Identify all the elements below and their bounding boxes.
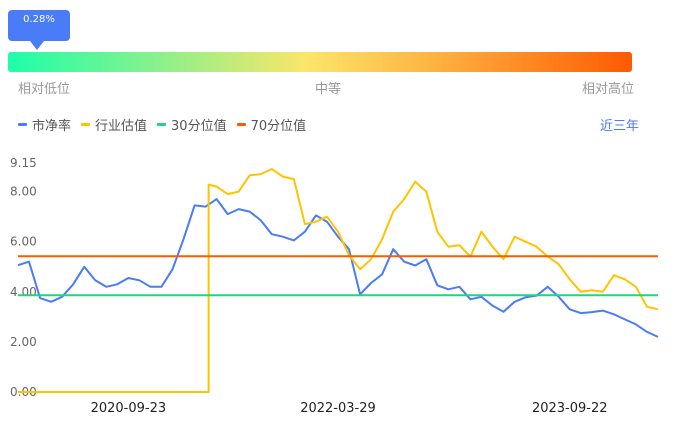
percentile-tooltip: 0.28%	[8, 10, 70, 41]
legend-item-p70[interactable]: 70分位值	[236, 115, 307, 134]
y-tick-label: 8.00	[10, 185, 37, 199]
series-line-pb	[17, 198, 659, 338]
y-tick-label: 2.00	[10, 335, 37, 349]
x-tick-label: 2022-03-29	[300, 401, 376, 416]
y-tick-label: 6.00	[10, 235, 37, 249]
y-tick-label: 4.00	[10, 285, 37, 299]
low-label: 相对低位	[18, 82, 71, 97]
mid-label: 中等	[315, 82, 342, 97]
legend-label: 市净率	[32, 119, 72, 134]
x-tick-label: 2020-09-23	[91, 401, 167, 416]
period-selector-button[interactable]: 近三年	[600, 119, 640, 134]
legend-swatch	[236, 123, 246, 126]
y-tick-label: 9.15	[10, 156, 37, 170]
high-label: 相对高位	[582, 82, 635, 97]
tooltip-pointer	[30, 41, 44, 50]
legend-label: 30分位值	[171, 119, 227, 134]
legend-swatch	[81, 123, 91, 126]
legend-item-p30[interactable]: 30分位值	[157, 115, 227, 134]
percentile-value: 0.28%	[23, 14, 55, 25]
legend-swatch	[18, 123, 27, 126]
legend-item-industry[interactable]: 行业估值	[81, 115, 147, 134]
percentile-gradient-bar	[8, 52, 632, 72]
legend-label: 70分位值	[250, 119, 307, 134]
legend-item-pb[interactable]: 市净率	[18, 115, 71, 134]
x-tick-label: 2023-09-22	[532, 401, 608, 416]
series-line-industry	[18, 168, 659, 393]
chart-legend: 市净率 行业估值 30分位值 70分位值	[18, 115, 310, 134]
legend-swatch	[157, 123, 167, 126]
legend-label: 行业估值	[95, 119, 148, 134]
